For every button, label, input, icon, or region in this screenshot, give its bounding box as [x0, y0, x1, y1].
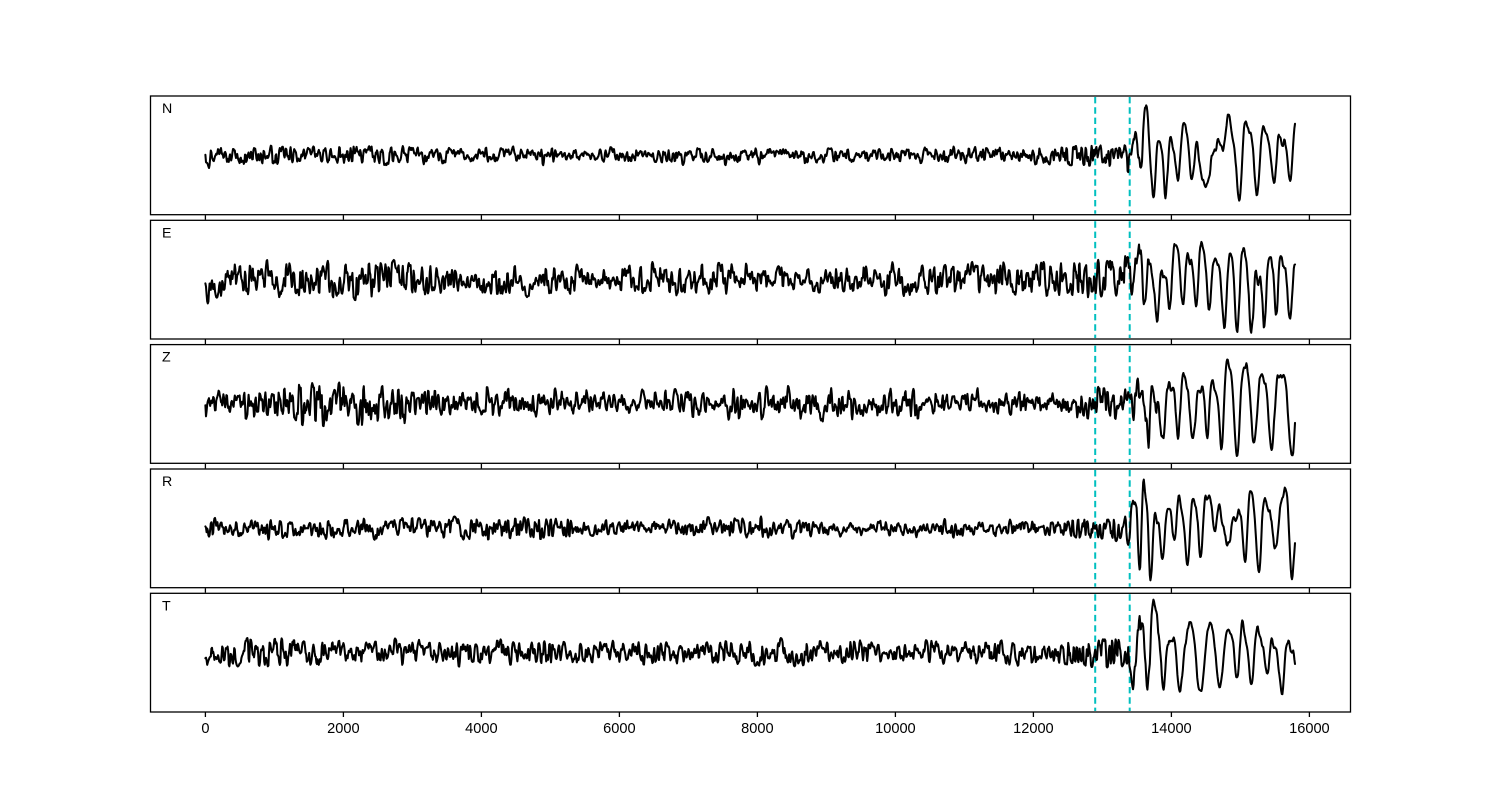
svg-text:10000: 10000: [875, 721, 916, 737]
svg-text:12000: 12000: [1013, 721, 1054, 737]
svg-text:R: R: [162, 474, 172, 490]
svg-text:16000: 16000: [1289, 721, 1330, 737]
svg-text:Z: Z: [162, 350, 171, 366]
svg-text:N: N: [162, 101, 172, 117]
svg-text:14000: 14000: [1151, 721, 1192, 737]
svg-text:8000: 8000: [741, 721, 773, 737]
svg-text:4000: 4000: [465, 721, 497, 737]
svg-text:2000: 2000: [327, 721, 359, 737]
svg-text:T: T: [162, 598, 171, 614]
svg-text:0: 0: [201, 721, 209, 737]
svg-text:6000: 6000: [603, 721, 635, 737]
svg-text:E: E: [162, 225, 171, 241]
